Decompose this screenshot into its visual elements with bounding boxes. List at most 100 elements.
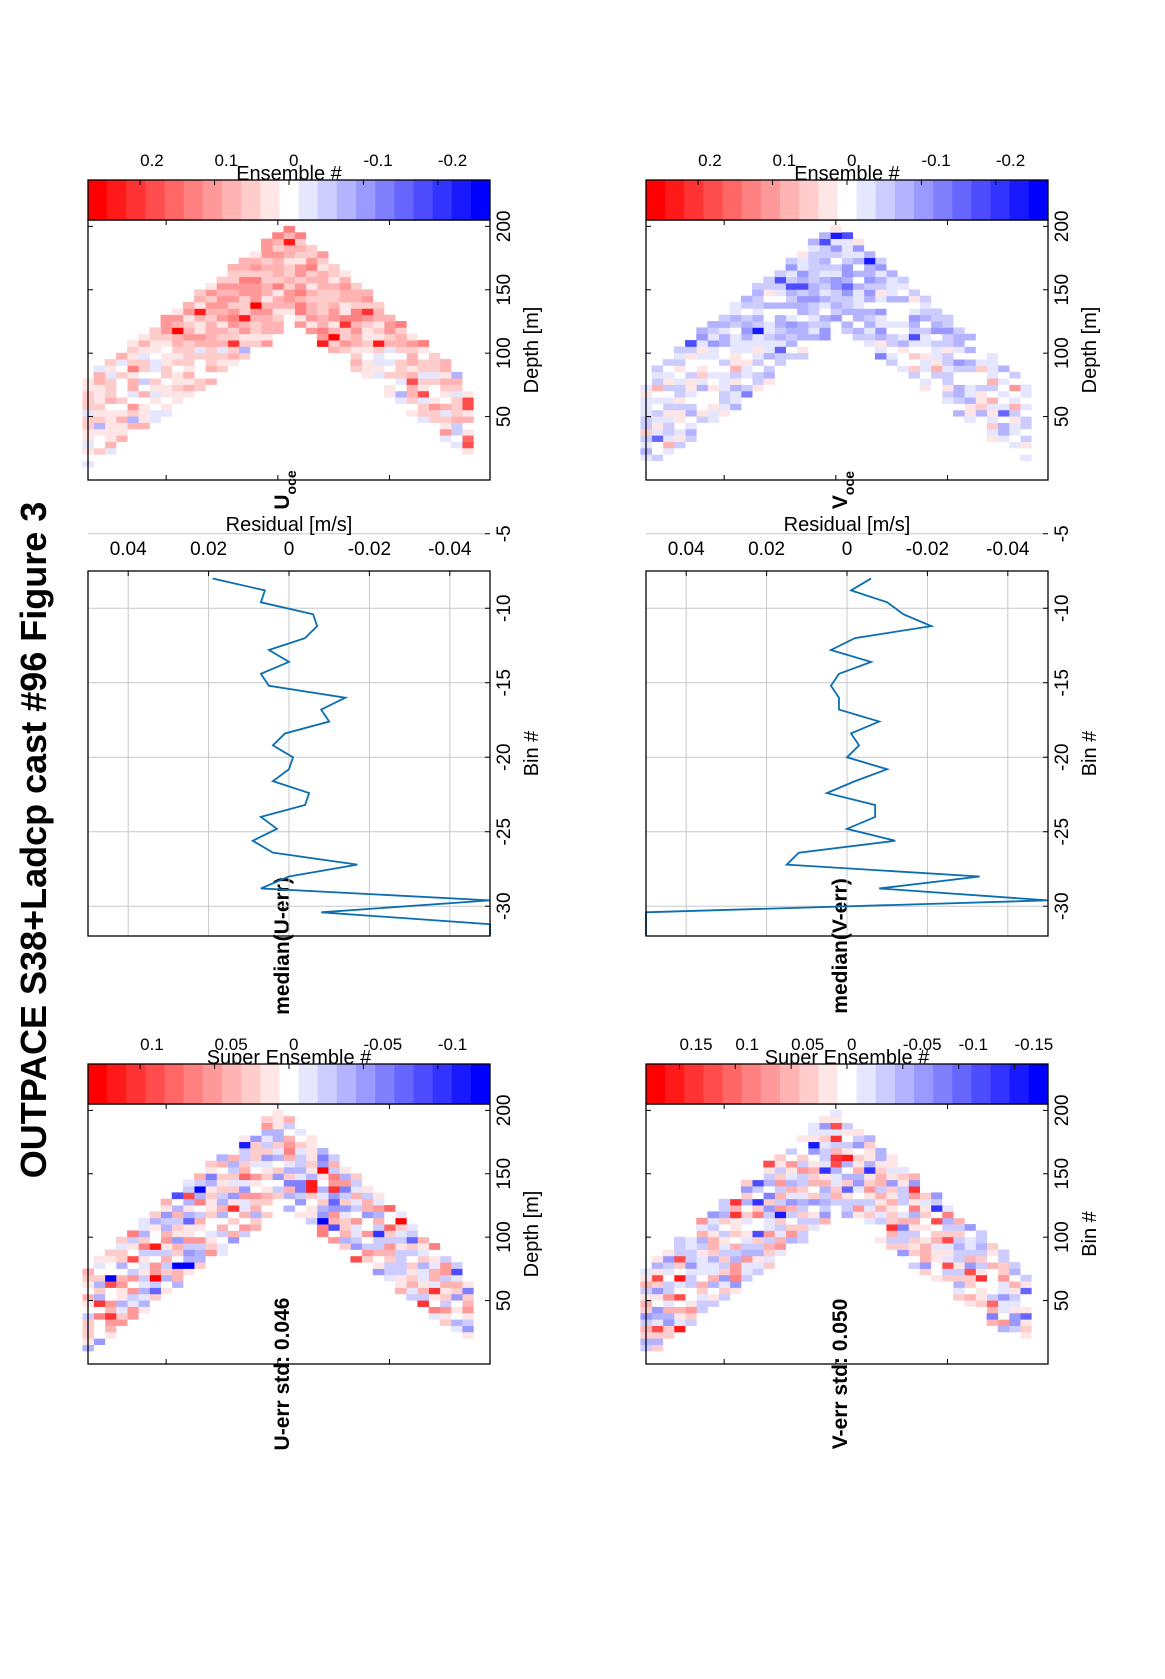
v-err-cell: [707, 1287, 719, 1295]
v-oce-cells: [640, 225, 1032, 474]
v-err-colorbar-swatch: [952, 1064, 972, 1104]
u-oce-cell: [261, 333, 273, 341]
v-oce-cell: [752, 289, 764, 297]
v-oce-cell: [707, 371, 719, 379]
u-oce-cell: [104, 365, 117, 373]
v-err-cell: [986, 1287, 999, 1295]
u-oce-cell: [350, 333, 362, 341]
v-err-cell: [863, 1147, 876, 1155]
u-err-cell: [149, 1255, 161, 1263]
v-oce-cell: [729, 359, 742, 366]
v-oce-cell: [752, 327, 764, 335]
v-err-cell: [897, 1167, 909, 1174]
u-err-colorbar-swatch: [222, 1064, 242, 1104]
u-oce-cell: [205, 289, 217, 297]
v-oce-cell: [863, 314, 876, 322]
v-err-cell: [941, 1236, 954, 1244]
u-oce-cell: [350, 365, 362, 373]
v-err-cell: [953, 1224, 965, 1231]
u-oce-colorbar-swatch: [375, 180, 395, 220]
u-oce-cell: [316, 321, 329, 328]
v-err-cell: [953, 1230, 965, 1238]
u-err-cell: [93, 1274, 106, 1282]
v-oce-cell: [897, 283, 909, 290]
v-err-cell: [953, 1243, 965, 1250]
u-err-colorbar-label: 0.1: [140, 1035, 164, 1054]
u-err-cell: [350, 1186, 362, 1193]
u-err-cell: [182, 1198, 195, 1206]
v-oce-cell: [785, 314, 798, 322]
u-oce-cell: [305, 302, 318, 309]
u-oce-cell: [361, 327, 374, 335]
v-err-cell: [740, 1217, 753, 1225]
u-oce-cell: [361, 340, 374, 347]
v-oce-cell: [707, 397, 719, 404]
v-oce-cell: [774, 314, 786, 322]
v-err-cell: [718, 1249, 731, 1257]
v-oce-cell: [930, 384, 943, 392]
v-err-cell: [796, 1192, 809, 1200]
v-oce-ytick-label: 100: [1052, 337, 1073, 369]
v-oce-cell: [673, 346, 686, 354]
v-err-cell: [1020, 1312, 1032, 1320]
u-oce-cell: [149, 390, 161, 398]
u-err-cell: [160, 1217, 173, 1225]
u-err-cell: [261, 1205, 273, 1212]
v-oce-cell: [763, 352, 775, 360]
u-oce-cell: [249, 289, 262, 297]
u-oce-cell: [104, 359, 117, 366]
v-err-cell: [908, 1205, 920, 1212]
v-oce-cell: [841, 270, 853, 278]
u-err-cell: [249, 1224, 262, 1231]
u-oce-cell: [104, 409, 117, 417]
u-err-cell: [428, 1255, 441, 1263]
v-err-cell: [997, 1293, 1010, 1301]
u-err-cell: [160, 1268, 173, 1276]
u-err-cell: [439, 1255, 452, 1263]
u-oce-cell: [395, 390, 407, 398]
v-err-cell: [830, 1122, 842, 1130]
v-oce-cell: [651, 365, 664, 373]
u-err-cell: [261, 1160, 273, 1168]
v-oce-colorbar-swatch: [741, 180, 762, 220]
v-oce-cell: [874, 283, 887, 290]
v-oce-cell: [964, 371, 976, 379]
v-err-cell: [863, 1186, 876, 1193]
v-oce-cell: [886, 327, 898, 335]
u-oce-cell: [328, 302, 340, 309]
v-err-cell: [819, 1122, 831, 1130]
u-err-cell: [249, 1154, 262, 1162]
u-oce-cell: [238, 289, 251, 297]
v-err-cell: [807, 1205, 820, 1212]
u-oce-cell: [395, 365, 407, 373]
v-err-cell: [863, 1224, 876, 1231]
u-oce-cell: [138, 422, 150, 430]
u-err-ytick-label: 100: [494, 1221, 515, 1253]
v-oce-cell: [1008, 384, 1021, 392]
v-oce-cell: [673, 441, 686, 449]
v-oce-cell: [752, 371, 764, 379]
u-oce-cell: [283, 244, 295, 252]
u-err-cell: [115, 1268, 128, 1276]
v-oce-cell: [819, 283, 831, 290]
u-err-cell: [238, 1147, 251, 1155]
u-oce-cell: [261, 263, 273, 271]
v-err-cell: [740, 1249, 753, 1257]
v-oce-cell: [919, 321, 932, 328]
u-oce-cell: [383, 384, 396, 392]
u-oce-cell: [462, 428, 474, 436]
v-oce-cell: [718, 314, 731, 322]
u-oce-cell: [104, 378, 117, 385]
u-oce-cell: [462, 447, 474, 455]
u-err-cell: [238, 1211, 251, 1219]
u-err-cell: [294, 1147, 307, 1155]
u-oce-cell: [171, 308, 184, 316]
u-oce-cell: [316, 333, 329, 341]
v-oce-ylabel: Depth [m]: [1079, 307, 1101, 394]
v-oce-cell: [796, 289, 809, 297]
u-oce-cell: [216, 283, 228, 290]
u-err-cell: [406, 1268, 418, 1276]
u-err-cell: [194, 1179, 206, 1187]
v-err-cell: [740, 1236, 753, 1244]
u-oce-cell: [115, 403, 128, 411]
